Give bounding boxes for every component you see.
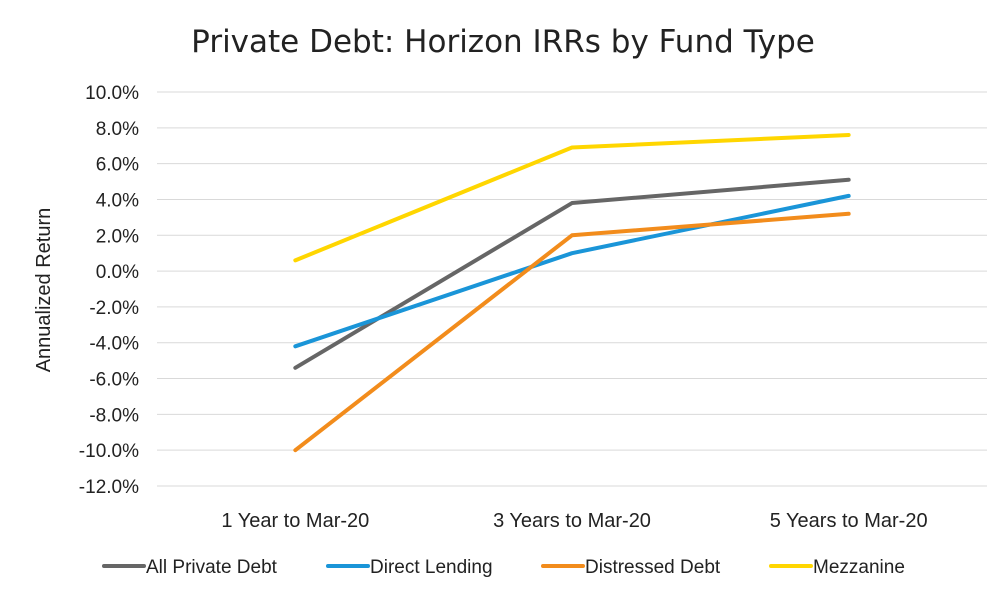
y-tick-label: -10.0% [79,441,139,462]
y-tick-label: -6.0% [89,370,139,391]
legend-label: All Private Debt [146,557,278,578]
series-line-distressed-debt [293,211,851,453]
gridlines [157,91,987,487]
y-tick-label: 4.0% [96,190,139,211]
legend: All Private Debt Direct Lending Distressed… [102,557,905,578]
chart-title: Private Debt: Horizon IRRs by Fund Type [191,24,815,60]
y-tick-label: 6.0% [96,155,139,176]
y-tick-label: 2.0% [96,226,139,247]
legend-label: Direct Lending [370,557,493,578]
y-tick-label: -8.0% [89,405,139,426]
y-axis-ticks: 10.0% 8.0% 6.0% 4.0% 2.0% 0.0% -2.0% -4.0% -6.0%… [79,83,139,498]
x-tick-label: 3 Years to Mar-20 [493,510,651,532]
y-tick-label: -4.0% [89,334,139,355]
y-tick-label: -12.0% [79,477,139,498]
series-line-all-private-debt [293,177,851,370]
series-lines [293,132,851,453]
y-axis-label: Annualized Return [33,208,55,373]
x-tick-label: 1 Year to Mar-20 [221,510,369,532]
y-tick-label: 10.0% [85,83,139,104]
y-tick-label: 8.0% [96,119,139,140]
legend-label: Mezzanine [813,557,905,578]
x-tick-label: 5 Years to Mar-20 [770,510,928,532]
series-line-mezzanine [293,132,851,263]
series-line-direct-lending [293,193,851,349]
y-tick-label: 0.0% [96,262,139,283]
x-axis-ticks: 1 Year to Mar-20 3 Years to Mar-20 5 Years… [221,510,927,532]
y-tick-label: -2.0% [89,298,139,319]
legend-label: Distressed Debt [585,557,721,578]
